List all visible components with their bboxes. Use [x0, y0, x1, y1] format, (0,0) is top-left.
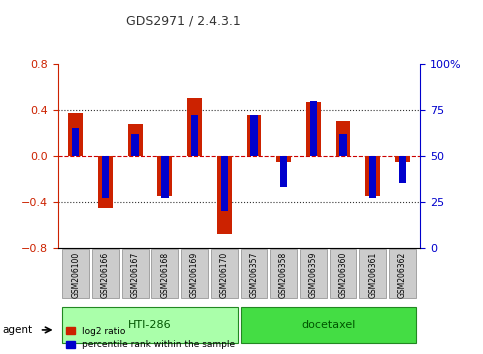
Bar	[69, 113, 83, 156]
FancyBboxPatch shape	[62, 249, 89, 298]
Text: GSM206166: GSM206166	[101, 252, 110, 298]
Bar	[280, 156, 287, 187]
Bar	[276, 156, 291, 161]
FancyBboxPatch shape	[300, 249, 327, 298]
Legend: log2 ratio, percentile rank within the sample: log2 ratio, percentile rank within the s…	[62, 323, 239, 353]
Bar	[339, 134, 347, 156]
FancyBboxPatch shape	[359, 249, 386, 298]
FancyBboxPatch shape	[62, 307, 238, 343]
FancyBboxPatch shape	[241, 307, 416, 343]
Bar	[98, 156, 113, 207]
Text: GSM206169: GSM206169	[190, 252, 199, 298]
Text: GSM206100: GSM206100	[71, 252, 80, 298]
FancyBboxPatch shape	[330, 249, 356, 298]
Bar	[131, 134, 139, 156]
FancyBboxPatch shape	[389, 249, 416, 298]
Bar	[72, 128, 80, 156]
Bar	[102, 156, 109, 198]
Text: GSM206358: GSM206358	[279, 252, 288, 298]
Text: GSM206360: GSM206360	[339, 252, 347, 298]
Bar	[217, 156, 232, 234]
Bar	[306, 102, 321, 156]
FancyBboxPatch shape	[92, 249, 119, 298]
Text: GSM206361: GSM206361	[368, 252, 377, 298]
FancyBboxPatch shape	[211, 249, 238, 298]
Text: GSM206362: GSM206362	[398, 252, 407, 298]
Bar	[187, 98, 202, 156]
Bar	[336, 121, 351, 156]
Bar	[395, 156, 410, 161]
Bar	[310, 101, 317, 156]
Text: agent: agent	[2, 325, 32, 335]
Bar	[250, 115, 257, 156]
Text: GSM206357: GSM206357	[249, 252, 258, 298]
Text: HTI-286: HTI-286	[128, 320, 172, 330]
FancyBboxPatch shape	[241, 249, 267, 298]
FancyBboxPatch shape	[122, 249, 149, 298]
Text: docetaxel: docetaxel	[301, 320, 355, 330]
Text: GSM206167: GSM206167	[131, 252, 140, 298]
Bar	[398, 156, 406, 183]
Bar	[365, 156, 380, 196]
Text: GSM206170: GSM206170	[220, 252, 229, 298]
Bar	[161, 156, 169, 198]
Text: GSM206168: GSM206168	[160, 252, 170, 298]
FancyBboxPatch shape	[152, 249, 178, 298]
Bar	[128, 124, 142, 156]
Bar	[221, 156, 228, 211]
Bar	[246, 115, 261, 156]
Text: GSM206359: GSM206359	[309, 252, 318, 298]
Bar	[191, 115, 198, 156]
Bar	[369, 156, 376, 198]
FancyBboxPatch shape	[270, 249, 297, 298]
Bar	[157, 156, 172, 196]
Text: GDS2971 / 2.4.3.1: GDS2971 / 2.4.3.1	[126, 14, 241, 27]
FancyBboxPatch shape	[181, 249, 208, 298]
